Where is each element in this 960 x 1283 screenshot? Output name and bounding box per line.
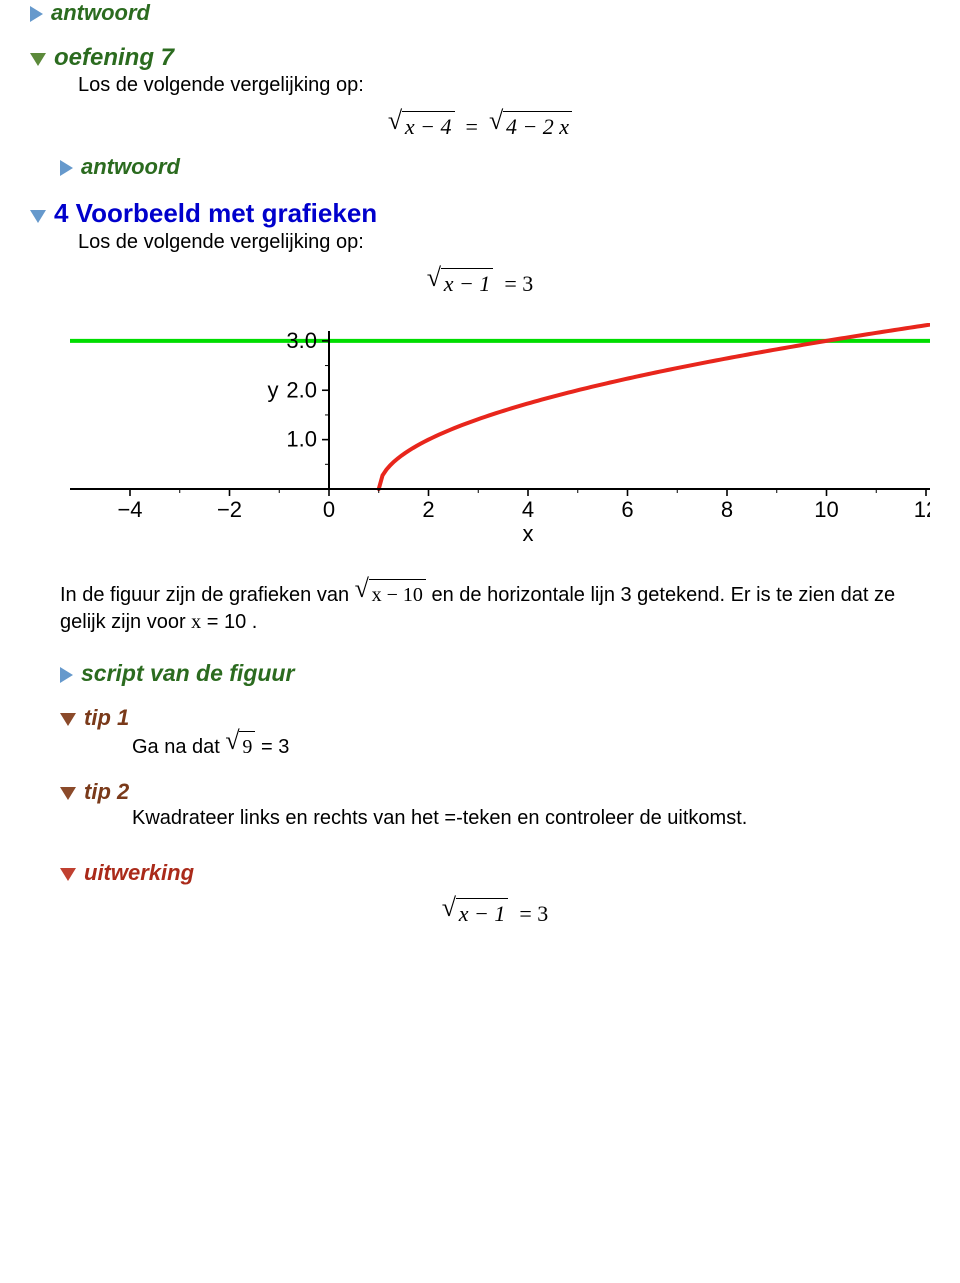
tip-2-toggle[interactable]: tip 2	[60, 779, 930, 805]
svg-text:2: 2	[422, 497, 434, 522]
chevron-down-icon	[60, 868, 76, 881]
chevron-down-icon	[60, 787, 76, 800]
svg-text:10: 10	[814, 497, 838, 522]
svg-text:−4: −4	[117, 497, 142, 522]
svg-text:2.0: 2.0	[286, 377, 317, 402]
antwoord-toggle-2[interactable]: antwoord	[60, 154, 930, 180]
voorbeeld-intro: Los de volgende vergelijking op:	[78, 229, 930, 256]
svg-text:1.0: 1.0	[286, 427, 317, 452]
tip-2-title: tip 2	[84, 779, 129, 805]
script-figuur-toggle[interactable]: script van de figuur	[60, 660, 930, 687]
svg-text:−2: −2	[217, 497, 242, 522]
oefening-7-title: oefening 7	[54, 44, 174, 72]
script-figuur-label: script van de figuur	[81, 660, 294, 687]
antwoord-label-1: antwoord	[51, 0, 150, 26]
tip-2-text: Kwadrateer links en rechts van het =-tek…	[132, 805, 930, 832]
antwoord-toggle-1[interactable]: antwoord	[30, 0, 930, 26]
equation-2: √x − 1 = 3	[30, 268, 930, 297]
svg-text:6: 6	[621, 497, 633, 522]
chart-caption: In de figuur zijn de grafieken van √x − …	[60, 579, 930, 636]
voorbeeld-title: 4 Voorbeeld met grafieken	[54, 198, 377, 229]
svg-text:4: 4	[522, 497, 534, 522]
uitwerking-title: uitwerking	[84, 860, 194, 886]
tip-1-title: tip 1	[84, 705, 129, 731]
chevron-right-icon	[30, 6, 43, 22]
equation-3: √x − 1 = 3	[60, 898, 930, 927]
svg-text:y: y	[268, 377, 279, 402]
equation-1: √x − 4 = √4 − 2 x	[30, 111, 930, 140]
uitwerking-toggle[interactable]: uitwerking	[60, 860, 930, 886]
chevron-down-icon	[30, 210, 46, 223]
oefening-7-intro: Los de volgende vergelijking op:	[78, 72, 930, 99]
antwoord-label-2: antwoord	[81, 154, 180, 180]
chevron-right-icon	[60, 667, 73, 683]
svg-text:0: 0	[323, 497, 335, 522]
oefening-7-toggle[interactable]: oefening 7	[30, 44, 930, 72]
chevron-down-icon	[30, 53, 46, 66]
chevron-right-icon	[60, 160, 73, 176]
tip-1-toggle[interactable]: tip 1	[60, 705, 930, 731]
tip-1-text: Ga na dat √9 = 3	[132, 731, 930, 761]
svg-text:8: 8	[721, 497, 733, 522]
chevron-down-icon	[60, 713, 76, 726]
voorbeeld-toggle[interactable]: 4 Voorbeeld met grafieken	[30, 198, 930, 229]
svg-text:x: x	[523, 521, 534, 543]
svg-text:12: 12	[914, 497, 930, 522]
chart: −4 −2 0 2 4 6 8 10 12 x 1.0 2.0 3.0 y	[70, 323, 930, 549]
svg-text:3.0: 3.0	[286, 328, 317, 353]
